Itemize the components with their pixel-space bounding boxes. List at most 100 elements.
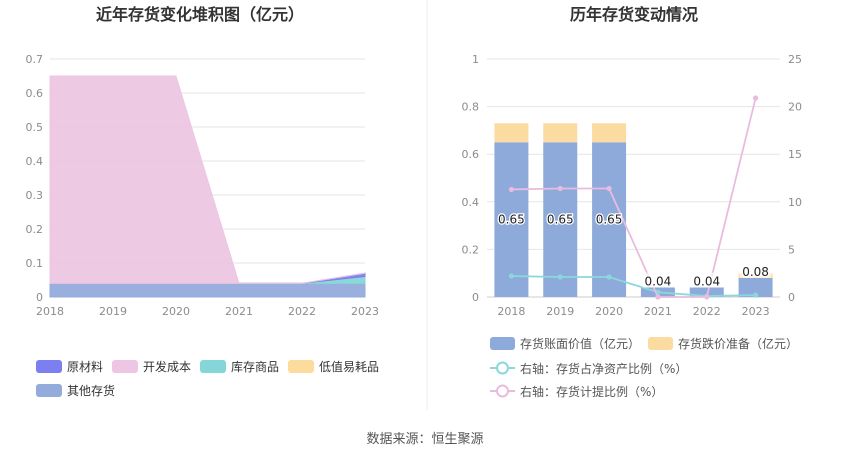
right-right-y-tick: 0: [788, 291, 795, 304]
area-dev_cost: [49, 75, 366, 284]
bar-impairment-reserve: [543, 123, 578, 143]
legend-label: 其他存货: [67, 383, 115, 398]
legend-label: 存货账面价值（亿元）: [520, 336, 640, 351]
bar-impairment-reserve: [592, 123, 627, 143]
bar-value-label: 0.65: [547, 213, 574, 227]
legend-item-goods[interactable]: 库存商品: [200, 359, 279, 374]
right-bar-series: [494, 123, 773, 297]
legend-swatch: [288, 360, 314, 373]
legend-item-line_ratio[interactable]: 右轴：存货占净资产比例（%）: [490, 361, 687, 376]
legend-swatch: [200, 360, 226, 373]
line-point: [508, 273, 515, 279]
bar-data-label: 0.08: [739, 262, 772, 280]
legend-label: 低值易耗品: [319, 359, 379, 374]
left-x-tick: 2022: [288, 305, 316, 318]
label-bg: [690, 272, 723, 288]
left-x-tick: 2020: [162, 305, 190, 318]
label-bg: [739, 262, 772, 278]
legend-item-bar_reserve[interactable]: 存货跌价准备（亿元）: [648, 336, 798, 351]
right-x-tick: 2019: [546, 305, 574, 318]
bar-impairment-reserve: [494, 123, 529, 143]
bar-value-label: 0.65: [498, 213, 525, 227]
legend-swatch: [112, 360, 138, 373]
left-x-tick: 2021: [225, 305, 253, 318]
bar-data-label: 0.04: [690, 272, 723, 290]
legend-label: 存货跌价准备（亿元）: [678, 336, 798, 351]
left-y-tick: 0.1: [26, 257, 44, 270]
left-x-tick: 2023: [351, 305, 379, 318]
left-x-tick: 2018: [36, 305, 64, 318]
legend-label: 右轴：存货占净资产比例（%）: [520, 361, 687, 376]
legend-swatch: [36, 360, 62, 373]
line-point: [557, 185, 563, 192]
bar-book-value: [543, 142, 578, 297]
bar-data-label: 0.65: [594, 211, 623, 228]
right-left-y-tick: 0: [472, 291, 479, 304]
right-x-tick: 2020: [595, 305, 623, 318]
legend-item-consumables[interactable]: 低值易耗品: [288, 359, 379, 374]
legend-label: 右轴：存货计提比例（%）: [520, 384, 663, 399]
legend-label: 库存商品: [231, 359, 279, 374]
area-other: [49, 282, 366, 298]
left-area-series: [49, 75, 366, 298]
line-point: [557, 274, 563, 280]
right-right-y-tick: 15: [788, 148, 802, 161]
bar-value-label: 0.65: [596, 213, 623, 227]
line-point: [752, 292, 759, 298]
right-chart-title: 历年存货变动情况: [570, 5, 698, 24]
left-chart-title: 近年存货变化堆积图（亿元）: [96, 5, 304, 24]
left-y-tick: 0.6: [26, 87, 44, 100]
legend-item-line_provision[interactable]: 右轴：存货计提比例（%）: [490, 384, 663, 399]
left-y-tick: 0: [36, 291, 43, 304]
bar-value-label: 0.04: [645, 274, 672, 288]
bar-data-label: 0.04: [641, 272, 674, 290]
bar-data-label: 0.65: [546, 211, 575, 228]
right-legend[interactable]: 存货账面价值（亿元） 存货跌价准备（亿元） 右轴：存货占净资产比例（%） 右轴：存货计…: [490, 336, 798, 399]
right-left-y-tick: 0.8: [462, 101, 480, 114]
legend-item-bar_main[interactable]: 存货账面价值（亿元）: [490, 336, 640, 351]
right-left-y-tick: 0.2: [462, 243, 480, 256]
line-point: [606, 185, 612, 192]
right-x-tick-labels: 2018 2019 2020 2021 2022 2023: [497, 305, 769, 318]
left-y-tick: 0.4: [26, 155, 44, 168]
bar-data-label: 0.65: [497, 211, 526, 228]
legend-item-other[interactable]: 其他存货: [36, 383, 115, 398]
bar-value-label: 0.08: [742, 265, 769, 279]
left-y-tick: 0.2: [26, 223, 44, 236]
right-right-y-tick-labels: 0 5 10 15 20 25: [788, 53, 802, 304]
inventory-stack-chart: 近年存货变化堆积图（亿元） 0 0.1 0.2 0.3 0.4 0.5 0.6 0.7 201…: [26, 5, 380, 398]
right-line-series: [508, 95, 759, 300]
left-x-tick-labels: 2018 2019 2020 2021 2022 2023: [36, 305, 379, 318]
right-left-y-tick-labels: 0 0.2 0.4 0.6 0.8 1: [462, 53, 480, 304]
line-line_provision: [511, 97, 757, 298]
legend-item-raw_material[interactable]: 原材料: [36, 360, 103, 374]
right-gridlines: [487, 58, 780, 298]
bar-book-value: [592, 142, 627, 297]
right-x-tick: 2023: [742, 305, 770, 318]
line-point: [606, 274, 612, 280]
right-x-tick: 2018: [497, 305, 525, 318]
legend-item-dev_cost[interactable]: 开发成本: [112, 359, 191, 374]
line-point: [508, 186, 515, 193]
right-x-tick: 2022: [693, 305, 721, 318]
label-bg: [641, 272, 674, 288]
right-right-y-tick: 20: [788, 101, 802, 114]
left-y-tick: 0.3: [26, 189, 44, 202]
line-point: [704, 294, 710, 300]
right-left-y-tick: 1: [472, 53, 479, 66]
left-y-tick: 0.5: [26, 121, 44, 134]
legend-marker: [496, 384, 509, 398]
right-right-y-tick: 5: [788, 243, 795, 256]
left-y-tick-labels: 0 0.1 0.2 0.3 0.4 0.5 0.6 0.7: [26, 53, 44, 304]
bar-book-value: [689, 287, 724, 297]
line-line_ratio: [511, 275, 756, 297]
line-point: [655, 294, 661, 300]
line-point: [752, 95, 759, 101]
right-bar-data-labels: 0.65 0.65 0.65 0.04 0.04 0.08: [497, 211, 772, 290]
legend-swatch: [36, 384, 62, 397]
left-y-tick: 0.7: [26, 53, 44, 66]
left-x-tick: 2019: [99, 305, 127, 318]
